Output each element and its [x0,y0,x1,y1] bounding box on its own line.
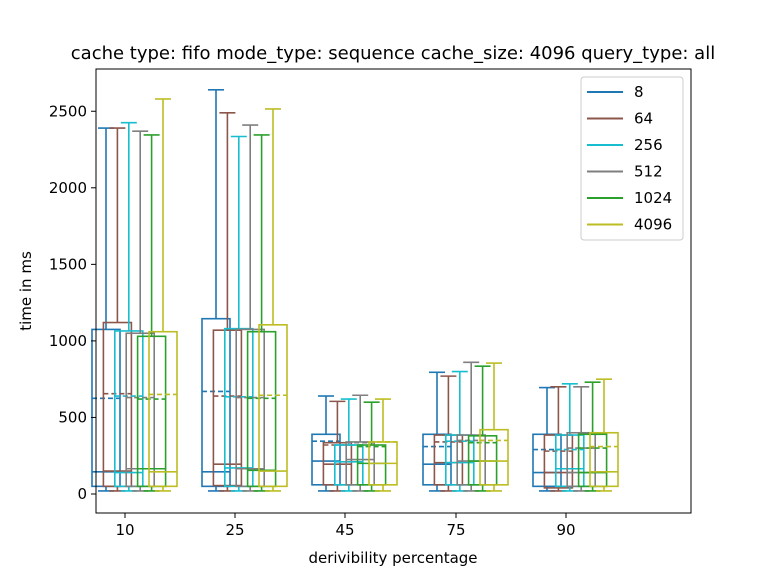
box-512-90 [566,386,597,492]
box-8-90 [532,386,562,492]
y-tick-label: 1000 [49,332,87,350]
x-tick-label: 10 [115,521,134,539]
box-body [543,434,574,489]
legend-label: 1024 [634,189,672,207]
legend-label: 256 [634,136,663,154]
y-tick-label: 500 [58,408,87,426]
x-axis: 10 25 45 75 90 [115,513,576,539]
y-tick-label: 1500 [49,255,87,273]
box-256-25 [224,135,254,492]
box-body [102,321,133,488]
legend-label: 8 [634,83,644,101]
box-body [566,431,597,488]
box-512-25 [235,124,265,492]
box-512-75 [456,361,487,492]
box-body [589,431,619,488]
box-body [532,433,562,488]
box-4096-90 [589,378,619,492]
box-body [148,330,178,488]
x-tick-label: 90 [556,521,575,539]
x-tick-label: 45 [335,521,354,539]
box-body [212,329,243,487]
y-tick-label: 2500 [49,102,87,120]
legend-label: 4096 [634,216,672,234]
box-1024-45 [356,401,387,492]
y-axis-label: time in ms [17,251,35,331]
box-64-90 [543,386,574,492]
x-tick-label: 75 [446,521,465,539]
box-body [136,335,167,488]
plot-area [91,89,619,492]
box-1024-25 [246,134,277,492]
box-body [577,433,608,488]
box-body [224,327,254,488]
box-body [356,444,387,486]
box-body [201,317,231,488]
box-64-45 [322,400,353,492]
legend-label: 64 [634,110,653,128]
box-body [235,328,265,488]
box-4096-10 [148,98,178,492]
chart-title: cache type: fifo mode_type: sequence cac… [71,43,715,64]
box-64-10 [102,127,133,492]
y-tick-label: 0 [77,485,87,503]
legend-label: 512 [634,163,663,181]
box-64-25 [212,111,243,492]
box-4096-25 [258,108,288,492]
box-512-45 [345,394,376,492]
box-1024-10 [136,134,167,492]
box-256-90 [554,382,585,492]
box-8-25 [201,89,231,492]
box-1024-75 [467,365,498,492]
y-tick-label: 2000 [49,179,87,197]
box-512-10 [125,130,155,492]
box-4096-75 [479,362,509,492]
box-body [114,330,144,488]
y-axis: 0 500 1000 1500 2000 2500 [49,102,96,503]
box-1024-90 [577,381,608,492]
box-body [125,332,155,488]
box-body [554,434,585,488]
x-axis-label: derivibility percentage [308,549,477,567]
box-body [258,324,288,488]
x-tick-label: 25 [225,521,244,539]
box-8-75 [422,371,452,492]
legend: 8 64 256 512 1024 4096 [580,76,684,241]
box-256-75 [444,370,475,492]
box-256-10 [114,121,144,492]
plot-frame [95,68,692,514]
box-body [246,330,277,488]
box-4096-45 [368,398,398,492]
box-body [479,428,509,486]
